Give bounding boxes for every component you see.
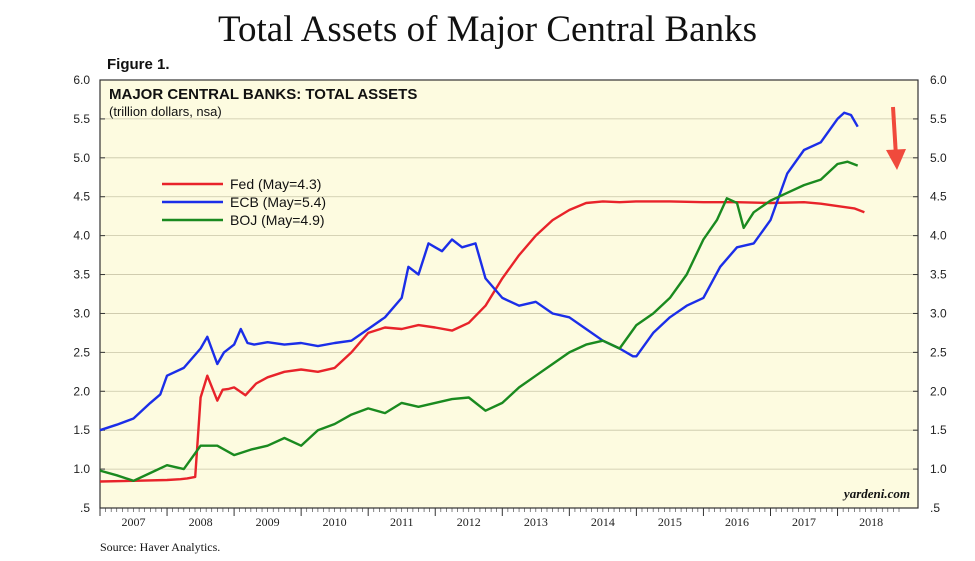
series-lines (99, 111, 865, 483)
y-tick-label-left: 5.0 (73, 151, 90, 165)
y-tick-label-right: 2.0 (930, 384, 947, 398)
y-tick-label-left: 2.5 (73, 345, 90, 359)
y-tick-label-right: 4.5 (930, 190, 947, 204)
x-tick-label: 2007 (122, 515, 146, 529)
series-line-0 (99, 200, 865, 483)
arrow-shaft (891, 106, 898, 157)
y-tick-label-left: 1.0 (73, 462, 90, 476)
legend: Fed (May=4.3) ECB (May=5.4) BOJ (May=4.9) (162, 176, 326, 228)
x-tick-label: 2008 (189, 515, 213, 529)
watermark: yardeni.com (842, 486, 910, 501)
y-tick-label-left: 4.5 (73, 190, 90, 204)
y-tick-label-left: 3.0 (73, 306, 90, 320)
chart-subtitle: (trillion dollars, nsa) (109, 104, 222, 119)
y-tick-label-left: 2.0 (73, 384, 90, 398)
plot-area (99, 79, 919, 509)
y-tick-label-right: 1.5 (930, 423, 947, 437)
page-title: Total Assets of Major Central Banks (218, 9, 757, 50)
series-line-2 (99, 160, 859, 482)
x-tick-label: 2013 (524, 515, 548, 529)
y-tick-label-left: 1.5 (73, 423, 90, 437)
x-tick-label: 2018 (859, 515, 883, 529)
y-tick-label-left: 3.5 (73, 268, 90, 282)
x-tick-label: 2014 (591, 515, 615, 529)
source-note: Source: Haver Analytics. (100, 540, 221, 554)
x-tick-label: 2012 (457, 515, 481, 529)
x-tick-label: 2017 (792, 515, 816, 529)
x-tick-label: 2016 (725, 515, 749, 529)
y-tick-label-right: 1.0 (930, 462, 947, 476)
x-tick-label: 2009 (256, 515, 280, 529)
y-tick-label-right: 5.0 (930, 151, 947, 165)
y-tick-label-right: .5 (930, 501, 940, 515)
legend-label: Fed (May=4.3) (230, 176, 321, 192)
y-tick-label-left: 6.0 (73, 73, 90, 87)
down-arrow-annotation (886, 106, 906, 170)
y-tick-label-right: 6.0 (930, 73, 947, 87)
y-tick-label-right: 3.5 (930, 268, 947, 282)
chart-title: MAJOR CENTRAL BANKS: TOTAL ASSETS (109, 86, 417, 103)
y-tick-label-right: 2.5 (930, 345, 947, 359)
x-axis: 2007 2008 2009 2010 2011 2012 2013 2014 2015 2016… (99, 508, 900, 529)
y-tick-label-left: 4.0 (73, 229, 90, 243)
y-axis-right: .5 1.0 1.5 2.0 2.5 3.0 3.5 4.0 4.5 5.0 5.5 6.0 (913, 73, 947, 515)
y-tick-label-right: 3.0 (930, 306, 947, 320)
y-axis-left: .5 1.0 1.5 2.0 2.5 3.0 3.5 4.0 4.5 5.0 5.5 6.0 (73, 73, 105, 515)
series-line-1 (99, 111, 859, 432)
arrow-head (886, 149, 906, 170)
y-tick-label-right: 5.5 (930, 112, 947, 126)
figure-label: Figure 1. (107, 56, 170, 73)
x-tick-label: 2015 (658, 515, 682, 529)
legend-label: ECB (May=5.4) (230, 194, 326, 210)
legend-label: BOJ (May=4.9) (230, 212, 325, 228)
y-tick-label-right: 4.0 (930, 229, 947, 243)
x-tick-label: 2011 (390, 515, 414, 529)
y-tick-label-left: 5.5 (73, 112, 90, 126)
y-tick-label-left: .5 (80, 501, 90, 515)
x-tick-label: 2010 (323, 515, 347, 529)
